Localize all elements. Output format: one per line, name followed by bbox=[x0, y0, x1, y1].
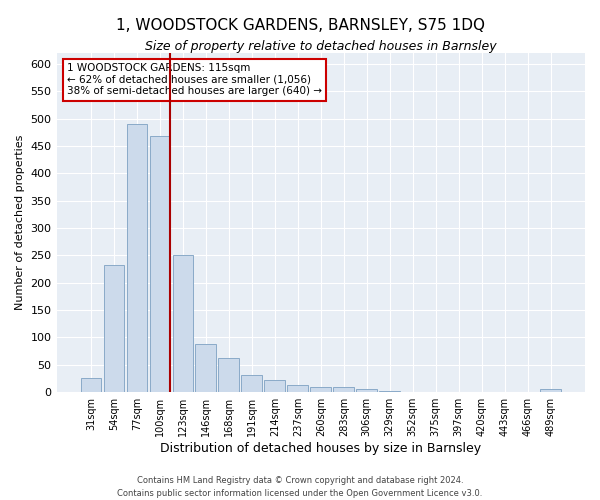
Bar bbox=[356, 390, 377, 392]
Bar bbox=[310, 386, 331, 392]
Bar bbox=[196, 344, 216, 392]
Bar bbox=[218, 358, 239, 392]
Bar bbox=[149, 136, 170, 392]
Bar bbox=[80, 378, 101, 392]
Text: 1 WOODSTOCK GARDENS: 115sqm
← 62% of detached houses are smaller (1,056)
38% of : 1 WOODSTOCK GARDENS: 115sqm ← 62% of det… bbox=[67, 63, 322, 96]
Bar bbox=[104, 264, 124, 392]
Text: Contains HM Land Registry data © Crown copyright and database right 2024.
Contai: Contains HM Land Registry data © Crown c… bbox=[118, 476, 482, 498]
Bar bbox=[265, 380, 285, 392]
Bar bbox=[540, 390, 561, 392]
Title: Size of property relative to detached houses in Barnsley: Size of property relative to detached ho… bbox=[145, 40, 497, 53]
Bar bbox=[334, 386, 354, 392]
Bar bbox=[379, 391, 400, 392]
Bar bbox=[241, 375, 262, 392]
X-axis label: Distribution of detached houses by size in Barnsley: Distribution of detached houses by size … bbox=[160, 442, 481, 455]
Bar bbox=[173, 256, 193, 392]
Bar bbox=[127, 124, 147, 392]
Bar bbox=[287, 385, 308, 392]
Text: 1, WOODSTOCK GARDENS, BARNSLEY, S75 1DQ: 1, WOODSTOCK GARDENS, BARNSLEY, S75 1DQ bbox=[115, 18, 485, 32]
Y-axis label: Number of detached properties: Number of detached properties bbox=[15, 135, 25, 310]
